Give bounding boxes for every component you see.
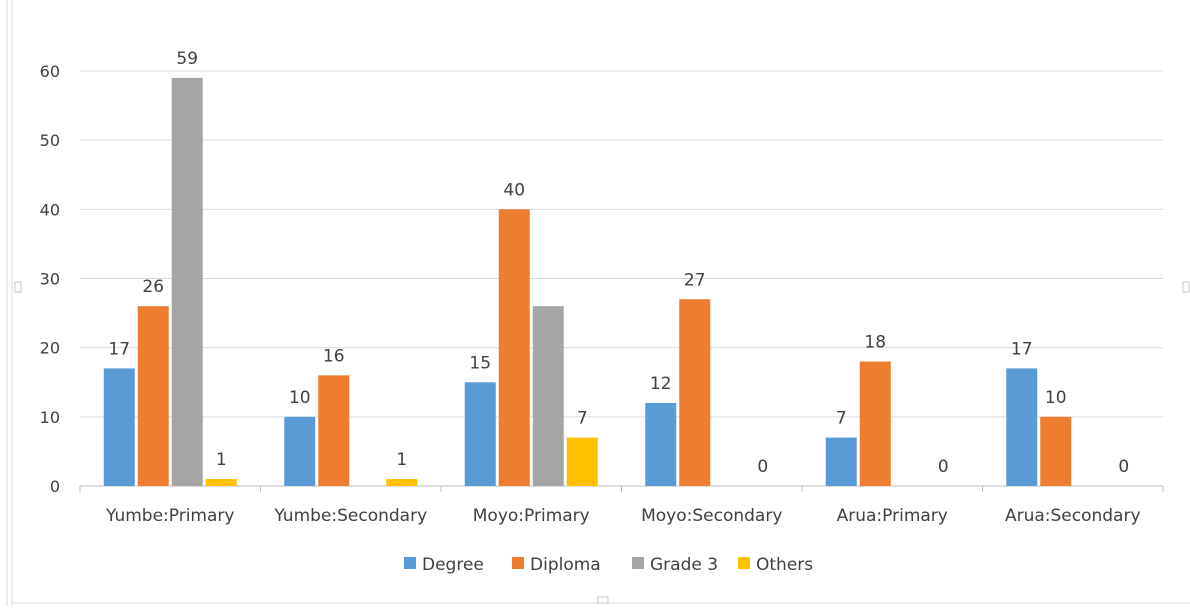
data-label: 10: [289, 388, 311, 408]
legend-label: Degree: [422, 555, 484, 575]
bar-degree: [284, 416, 316, 486]
bar-grade-3: [171, 77, 203, 487]
legend: Degree Diploma Grade 3 Others: [404, 555, 813, 575]
data-label: 16: [323, 346, 345, 366]
y-tick-label: 50: [40, 131, 60, 150]
category-label: Moyo:Primary: [473, 506, 590, 526]
bar-diploma: [137, 306, 169, 486]
bar-degree: [1006, 368, 1038, 486]
legend-swatch: [632, 557, 644, 569]
category-label: Arua:Primary: [837, 506, 948, 526]
legend-item-diploma[interactable]: Diploma: [512, 555, 601, 575]
bar-degree: [825, 437, 857, 486]
legend-item-grade-3[interactable]: Grade 3: [632, 555, 718, 575]
data-label: 0: [757, 457, 768, 477]
data-label: 17: [108, 339, 130, 359]
category-label: Yumbe:Primary: [105, 506, 234, 526]
x-axis-categories: Yumbe:Primary Yumbe:Secondary Moyo:Primary…: [105, 506, 1141, 526]
bar-diploma: [498, 209, 530, 487]
data-labels: 17 26 59 1 10 16 1 15 40 7 12 27 0 7 18 0 17 10 0: [108, 49, 1129, 477]
data-label: 0: [938, 457, 949, 477]
y-tick-label: 0: [50, 477, 60, 496]
data-label: 1: [396, 450, 407, 470]
category-label: Arua:Secondary: [1005, 506, 1141, 526]
legend-label: Diploma: [530, 555, 601, 575]
data-label: 26: [142, 277, 164, 297]
legend-item-others[interactable]: Others: [738, 555, 813, 575]
legend-item-degree[interactable]: Degree: [404, 555, 484, 575]
legend-label: Grade 3: [650, 555, 718, 575]
bar-others: [205, 479, 237, 486]
gridlines: [79, 70, 1164, 492]
legend-label: Others: [756, 555, 813, 575]
data-label: 40: [503, 180, 525, 200]
bar-degree: [464, 382, 496, 486]
bar-degree: [645, 403, 677, 486]
data-label: 17: [1011, 339, 1033, 359]
resize-handle-bottom[interactable]: [597, 596, 609, 604]
legend-swatch: [512, 557, 524, 569]
data-label: 7: [577, 409, 588, 429]
legend-swatch: [738, 557, 750, 569]
y-tick-label: 60: [40, 62, 60, 81]
y-tick-label: 20: [40, 339, 60, 358]
data-label: 0: [1118, 457, 1129, 477]
data-label: 59: [176, 49, 198, 69]
data-label: 7: [836, 409, 847, 429]
bar-grade-3: [532, 306, 564, 486]
data-label: 10: [1045, 388, 1067, 408]
y-axis-ticks: 0 10 20 30 40 50 60: [40, 62, 60, 496]
frame-border: [6, 0, 1190, 606]
bar-diploma: [1040, 416, 1072, 486]
bar-diploma: [859, 361, 891, 486]
data-label: 18: [864, 333, 886, 353]
data-label: 15: [469, 353, 491, 373]
resize-handle-right[interactable]: [1182, 281, 1190, 293]
resize-handle-left[interactable]: [14, 281, 22, 293]
category-label: Yumbe:Secondary: [273, 506, 427, 526]
bar-diploma: [318, 375, 350, 486]
bar-others: [566, 437, 598, 486]
bars: [103, 77, 1072, 487]
y-tick-label: 40: [40, 200, 60, 219]
bar-diploma: [679, 299, 711, 486]
legend-swatch: [404, 557, 416, 569]
y-tick-label: 30: [40, 270, 60, 289]
y-tick-label: 10: [40, 408, 60, 427]
data-label: 27: [684, 270, 706, 290]
data-label: 12: [650, 374, 672, 394]
bar-others: [386, 479, 418, 486]
category-label: Moyo:Secondary: [641, 506, 782, 526]
bar-degree: [103, 368, 135, 486]
data-label: 1: [216, 450, 227, 470]
